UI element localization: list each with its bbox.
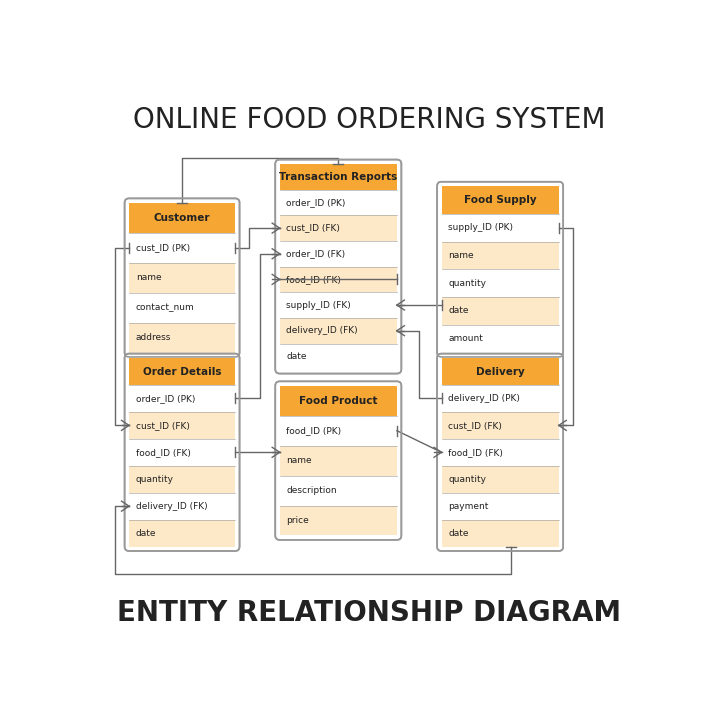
Bar bbox=[441, 297, 559, 325]
Text: Order Details: Order Details bbox=[143, 366, 221, 377]
Bar bbox=[280, 164, 397, 189]
Text: cust_ID (FK): cust_ID (FK) bbox=[136, 421, 189, 430]
Text: name: name bbox=[449, 251, 474, 260]
Text: ENTITY RELATIONSHIP DIAGRAM: ENTITY RELATIONSHIP DIAGRAM bbox=[117, 599, 621, 627]
FancyBboxPatch shape bbox=[437, 181, 563, 357]
Bar bbox=[441, 269, 559, 297]
Text: price: price bbox=[287, 516, 309, 525]
Bar bbox=[280, 189, 397, 215]
FancyBboxPatch shape bbox=[125, 354, 240, 551]
Bar bbox=[129, 438, 235, 466]
Text: description: description bbox=[287, 486, 337, 495]
Text: cust_ID (FK): cust_ID (FK) bbox=[287, 224, 341, 233]
Text: supply_ID (PK): supply_ID (PK) bbox=[449, 223, 513, 233]
Bar bbox=[441, 520, 559, 546]
Bar bbox=[441, 466, 559, 492]
Bar bbox=[129, 233, 235, 263]
Text: Delivery: Delivery bbox=[476, 366, 524, 377]
Text: food_ID (FK): food_ID (FK) bbox=[449, 448, 503, 456]
Bar bbox=[441, 242, 559, 269]
FancyBboxPatch shape bbox=[125, 199, 240, 357]
Text: ONLINE FOOD ORDERING SYSTEM: ONLINE FOOD ORDERING SYSTEM bbox=[132, 106, 606, 134]
Bar bbox=[280, 415, 397, 446]
Bar bbox=[129, 385, 235, 412]
Bar bbox=[129, 520, 235, 546]
Text: order_ID (FK): order_ID (FK) bbox=[287, 249, 346, 258]
Bar bbox=[129, 203, 235, 233]
Bar bbox=[280, 343, 397, 369]
Text: name: name bbox=[136, 273, 161, 282]
Bar bbox=[280, 386, 397, 415]
Text: Food Product: Food Product bbox=[299, 396, 377, 406]
Text: delivery_ID (FK): delivery_ID (FK) bbox=[136, 502, 207, 510]
Bar bbox=[280, 241, 397, 266]
Text: quantity: quantity bbox=[136, 474, 174, 484]
Text: cust_ID (PK): cust_ID (PK) bbox=[136, 243, 190, 252]
Text: contact_num: contact_num bbox=[136, 303, 194, 312]
Bar bbox=[441, 186, 559, 214]
Bar bbox=[129, 323, 235, 353]
Text: order_ID (PK): order_ID (PK) bbox=[136, 394, 195, 403]
Text: date: date bbox=[136, 528, 156, 538]
Text: delivery_ID (FK): delivery_ID (FK) bbox=[287, 326, 358, 336]
Bar bbox=[441, 214, 559, 242]
Bar bbox=[441, 438, 559, 466]
Text: order_ID (PK): order_ID (PK) bbox=[287, 198, 346, 207]
Text: food_ID (FK): food_ID (FK) bbox=[287, 275, 341, 284]
Bar bbox=[280, 446, 397, 476]
Text: amount: amount bbox=[449, 334, 483, 343]
Text: supply_ID (FK): supply_ID (FK) bbox=[287, 300, 351, 310]
Bar bbox=[280, 318, 397, 343]
Text: cust_ID (FK): cust_ID (FK) bbox=[449, 421, 502, 430]
Text: Transaction Reports: Transaction Reports bbox=[279, 172, 397, 182]
Text: quantity: quantity bbox=[449, 474, 486, 484]
Bar bbox=[129, 492, 235, 520]
Text: date: date bbox=[287, 352, 307, 361]
Bar bbox=[280, 266, 397, 292]
Bar bbox=[129, 292, 235, 323]
Bar bbox=[441, 385, 559, 412]
Text: Food Supply: Food Supply bbox=[464, 195, 536, 205]
FancyBboxPatch shape bbox=[437, 354, 563, 551]
FancyBboxPatch shape bbox=[275, 382, 401, 540]
Text: quantity: quantity bbox=[449, 279, 486, 288]
Text: date: date bbox=[449, 528, 469, 538]
Bar bbox=[280, 292, 397, 318]
Bar bbox=[129, 412, 235, 438]
Bar bbox=[280, 215, 397, 241]
Text: delivery_ID (PK): delivery_ID (PK) bbox=[449, 394, 520, 403]
Text: name: name bbox=[287, 456, 312, 465]
Bar bbox=[441, 325, 559, 353]
Bar bbox=[280, 505, 397, 536]
Bar bbox=[129, 263, 235, 292]
Text: date: date bbox=[449, 307, 469, 315]
Text: address: address bbox=[136, 333, 171, 342]
Bar bbox=[441, 358, 559, 385]
Text: food_ID (PK): food_ID (PK) bbox=[287, 426, 341, 435]
FancyBboxPatch shape bbox=[275, 160, 401, 374]
Text: Customer: Customer bbox=[154, 213, 210, 222]
Bar bbox=[441, 492, 559, 520]
Text: food_ID (FK): food_ID (FK) bbox=[136, 448, 191, 456]
Bar bbox=[441, 412, 559, 438]
Text: payment: payment bbox=[449, 502, 489, 510]
Bar bbox=[129, 358, 235, 385]
Bar bbox=[280, 476, 397, 505]
Bar bbox=[129, 466, 235, 492]
